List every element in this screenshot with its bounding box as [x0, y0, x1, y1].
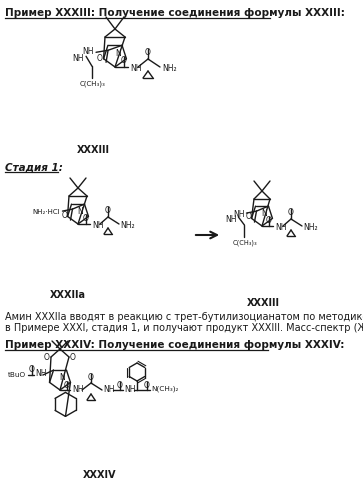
Text: N: N [115, 48, 121, 57]
Text: XXXIII: XXXIII [77, 145, 110, 155]
Text: NH: NH [72, 385, 83, 394]
Text: N(CH₃)₂: N(CH₃)₂ [151, 386, 178, 392]
Text: O: O [105, 206, 111, 215]
Text: Пример XXXIV: Получение соединения формулы XXXIV:: Пример XXXIV: Получение соединения форму… [5, 340, 344, 350]
Text: NH: NH [73, 54, 84, 63]
Text: XXXIV: XXXIV [83, 470, 117, 480]
Text: O: O [266, 216, 272, 225]
Text: Пример XXXIII: Получение соединения формулы XXXIII:: Пример XXXIII: Получение соединения форм… [5, 8, 345, 18]
Text: NH: NH [225, 215, 236, 224]
Text: Стадия 1:: Стадия 1: [5, 162, 63, 172]
Text: XXXIIa: XXXIIa [50, 290, 86, 300]
Text: NH₂: NH₂ [162, 63, 177, 72]
Text: Амин XXXIIa вводят в реакцию с трет-бутилизоцианатом по методике, описанной ране: Амин XXXIIa вводят в реакцию с трет-бути… [5, 312, 363, 322]
Text: в Примере XXXI, стадия 1, и получают продукт XXXIII. Масс-спектр (ЖХМС) 561 (М+Н: в Примере XXXI, стадия 1, и получают про… [5, 323, 363, 333]
Text: O: O [96, 54, 102, 63]
Text: NH: NH [275, 223, 286, 232]
Text: O: O [29, 365, 35, 374]
Text: O: O [117, 381, 123, 390]
Text: O: O [44, 353, 50, 362]
Text: O: O [88, 373, 94, 382]
Text: NH: NH [233, 210, 244, 219]
Text: O: O [145, 48, 151, 57]
Text: N: N [77, 207, 83, 216]
Text: O: O [64, 381, 70, 390]
Text: NH₂: NH₂ [303, 223, 318, 232]
Text: NH: NH [124, 385, 135, 394]
Text: NH₂: NH₂ [120, 221, 135, 230]
Text: NH: NH [130, 63, 142, 72]
Text: NH: NH [103, 385, 114, 394]
Text: N: N [261, 209, 267, 218]
Text: NH₂·HCl: NH₂·HCl [33, 209, 61, 215]
Text: XXXIII: XXXIII [246, 298, 280, 308]
Text: O: O [288, 208, 294, 217]
Text: O: O [144, 381, 150, 390]
Text: NH: NH [92, 221, 103, 230]
Text: NH: NH [35, 369, 46, 379]
Text: tBuO: tBuO [8, 372, 26, 378]
Text: N: N [59, 373, 65, 383]
Text: O: O [121, 56, 127, 65]
Text: O: O [83, 214, 89, 223]
Text: C(CH₃)₃: C(CH₃)₃ [79, 80, 105, 87]
Text: NH: NH [82, 47, 94, 56]
Text: C(CH₃)₃: C(CH₃)₃ [232, 239, 257, 246]
Text: O: O [62, 211, 68, 220]
Text: O: O [246, 212, 252, 221]
Text: O: O [70, 353, 76, 362]
